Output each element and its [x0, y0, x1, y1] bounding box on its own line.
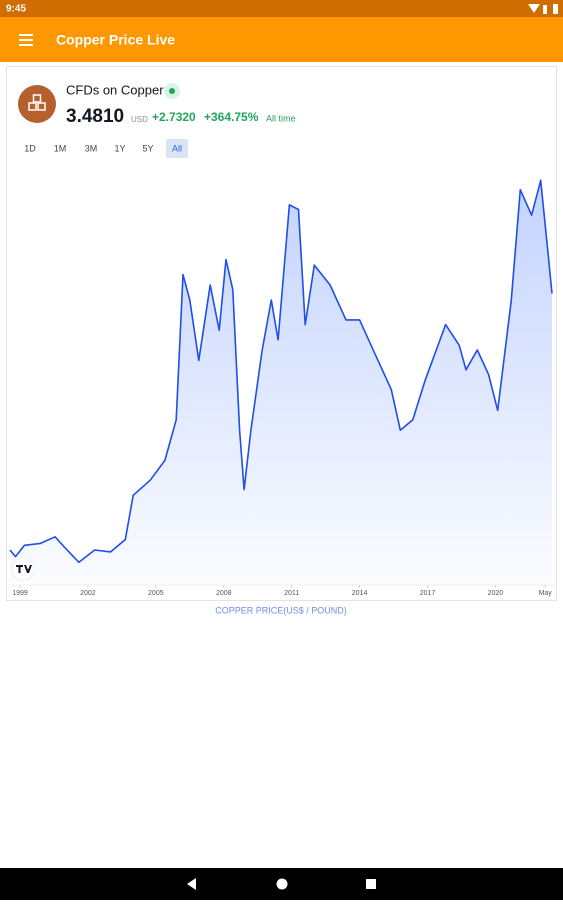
- price-line: [9, 179, 553, 564]
- range-tab[interactable]: 1M: [54, 143, 67, 153]
- status-bar: [0, 0, 563, 17]
- x-tick-label: 2002: [80, 590, 96, 597]
- x-tick-label: 2020: [488, 590, 504, 597]
- nav-recents[interactable]: [366, 879, 376, 889]
- x-tick-label: 2008: [216, 590, 232, 597]
- range-tabs: 1D 1M 3M 1Y 5Y All: [24, 139, 188, 158]
- x-tick-label: 2005: [148, 590, 164, 597]
- symbol-icon: [18, 85, 56, 123]
- status-time: 9:45: [6, 4, 26, 15]
- range-active-bg: [166, 139, 188, 158]
- status-icons: [528, 4, 558, 14]
- chart: 1999 2002 2005 2008 2011 2014 2017 2020 May: [8, 179, 555, 597]
- x-tick-label: 2017: [420, 590, 436, 597]
- app-bar: [0, 17, 563, 62]
- change-percent: +364.75%: [204, 110, 259, 124]
- change: +2.7320: [152, 110, 196, 124]
- range-tab[interactable]: 1Y: [114, 143, 125, 153]
- currency: USD: [131, 115, 148, 124]
- icon-glyph: [28, 94, 46, 111]
- app-title: Copper Price Live: [56, 32, 175, 48]
- menu-button[interactable]: [19, 34, 33, 46]
- price: 3.4810: [66, 106, 124, 127]
- chart-caption: COPPER PRICE(US$ / POUND): [215, 605, 347, 615]
- nav-back[interactable]: [187, 878, 196, 890]
- range-tab[interactable]: 5Y: [142, 143, 153, 153]
- range-tab[interactable]: All: [172, 143, 182, 153]
- period: All time: [266, 113, 296, 123]
- x-tick-label: 1999: [12, 590, 28, 597]
- tv-logo: [11, 557, 35, 581]
- x-tick-label: 2014: [352, 590, 368, 597]
- status-dot: [169, 88, 175, 94]
- range-tab[interactable]: 3M: [85, 143, 98, 153]
- x-tick-label: May: [539, 590, 553, 597]
- price-area: [10, 180, 552, 584]
- range-tab[interactable]: 1D: [24, 143, 36, 153]
- symbol-name: CFDs on Copper: [66, 82, 164, 97]
- nav-home[interactable]: [276, 878, 288, 890]
- x-tick-label: 2011: [284, 590, 299, 597]
